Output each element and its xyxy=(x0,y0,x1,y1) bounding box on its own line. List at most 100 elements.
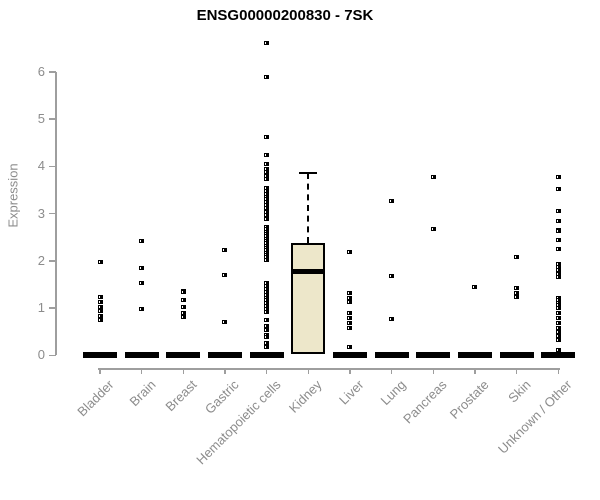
data-point xyxy=(264,75,270,80)
data-point xyxy=(264,304,270,309)
data-point xyxy=(139,239,145,244)
x-tick xyxy=(474,368,476,374)
data-point xyxy=(555,305,561,310)
data-point xyxy=(389,198,395,203)
data-point xyxy=(264,197,270,202)
data-point xyxy=(97,313,103,318)
data-point xyxy=(555,247,561,252)
data-point xyxy=(264,248,270,253)
data-point xyxy=(97,317,103,322)
data-point xyxy=(264,309,270,314)
zero-median-bar xyxy=(83,352,117,359)
data-point xyxy=(139,306,145,311)
x-tick xyxy=(182,368,185,374)
data-point xyxy=(264,246,270,251)
zero-median-bar xyxy=(416,352,451,359)
data-point xyxy=(514,286,520,291)
data-point xyxy=(222,272,228,277)
data-point xyxy=(347,315,353,320)
data-point xyxy=(264,191,270,196)
data-point xyxy=(264,298,270,303)
x-tick xyxy=(515,368,518,374)
data-point xyxy=(555,300,561,305)
data-point xyxy=(264,224,270,229)
data-point xyxy=(347,299,353,304)
y-axis-label: Expression xyxy=(5,163,21,228)
box-rect xyxy=(291,243,326,355)
zero-median-bar xyxy=(166,352,201,359)
data-point xyxy=(555,274,561,279)
x-category-label: Gastric xyxy=(201,377,242,417)
data-point xyxy=(264,152,270,157)
y-tick xyxy=(49,71,56,73)
data-point xyxy=(264,229,270,234)
data-point xyxy=(264,243,270,248)
data-point xyxy=(264,253,270,258)
data-point xyxy=(180,305,186,310)
data-point xyxy=(97,294,103,299)
zero-median-bar xyxy=(457,352,492,359)
x-tick xyxy=(224,368,226,374)
x-tick xyxy=(99,368,101,374)
data-point xyxy=(264,234,270,239)
data-point xyxy=(180,310,186,315)
data-point xyxy=(555,264,561,269)
box-whisker-cap xyxy=(299,171,318,174)
y-tick-label: 1 xyxy=(37,300,45,316)
data-point xyxy=(347,295,353,300)
x-category-label: Brain xyxy=(126,377,159,410)
data-point xyxy=(97,309,103,314)
data-point xyxy=(264,173,270,178)
data-point xyxy=(264,41,270,46)
data-point xyxy=(555,271,561,276)
y-tick xyxy=(49,354,56,357)
y-tick xyxy=(49,212,56,215)
zero-median-bar xyxy=(249,352,284,359)
data-point xyxy=(97,299,103,304)
data-point xyxy=(264,257,270,262)
box-median-line xyxy=(291,268,326,274)
data-point xyxy=(264,236,270,241)
data-point xyxy=(389,274,395,279)
data-point xyxy=(264,292,270,297)
x-axis-line xyxy=(98,368,560,370)
data-point xyxy=(264,177,270,182)
x-category-label: Liver xyxy=(336,377,367,408)
y-tick-label: 2 xyxy=(37,252,45,268)
data-point xyxy=(264,281,270,286)
data-point xyxy=(264,255,270,260)
y-tick xyxy=(49,165,56,168)
data-point xyxy=(264,166,270,171)
x-tick xyxy=(265,368,268,374)
zero-median-bar xyxy=(124,352,159,359)
x-category-label: Bladder xyxy=(74,377,117,420)
data-point xyxy=(514,295,520,300)
data-point xyxy=(264,328,270,333)
data-point xyxy=(264,332,270,337)
y-tick-label: 6 xyxy=(37,63,45,79)
data-point xyxy=(264,317,270,322)
x-category-label: Unknown / Other xyxy=(495,377,575,457)
data-point xyxy=(264,209,270,214)
x-category-label: Breast xyxy=(162,377,200,415)
x-tick xyxy=(140,368,143,374)
data-point xyxy=(139,266,145,271)
x-category-label: Kidney xyxy=(286,377,325,416)
zero-median-bar xyxy=(374,352,409,359)
data-point xyxy=(264,231,270,236)
data-point xyxy=(264,217,270,222)
zero-median-bar xyxy=(332,352,367,359)
x-tick xyxy=(557,368,559,374)
data-point xyxy=(555,310,561,315)
zero-median-bar xyxy=(499,352,534,359)
y-tick-label: 3 xyxy=(37,205,45,221)
data-point xyxy=(222,247,228,252)
y-tick-label: 0 xyxy=(37,347,45,363)
data-point xyxy=(514,255,520,260)
x-category-label: Skin xyxy=(504,377,534,406)
data-point xyxy=(389,317,395,322)
data-point xyxy=(264,170,270,175)
x-tick xyxy=(432,368,435,374)
y-tick xyxy=(49,118,56,120)
data-point xyxy=(97,304,103,309)
